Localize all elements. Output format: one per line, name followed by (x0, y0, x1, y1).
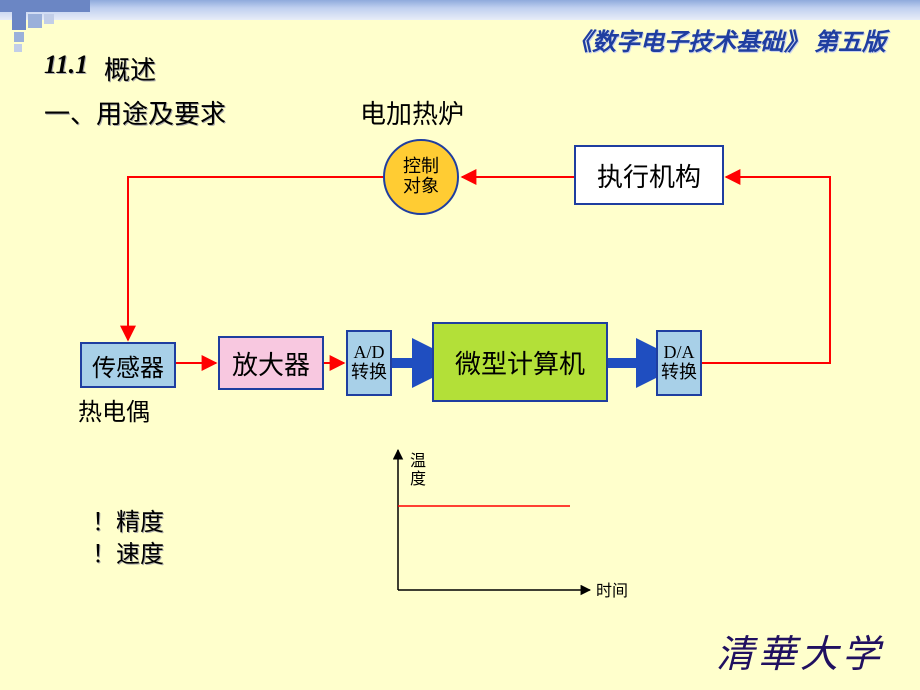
block-cpu: 微型计算机 (432, 322, 608, 402)
block-actuator: 执行机构 (574, 145, 724, 205)
block-dac: D/A 转换 (656, 330, 702, 396)
svg-text:时间: 时间 (596, 582, 628, 600)
wire-object-to-sensor (128, 177, 384, 340)
svg-text:度: 度 (410, 470, 426, 488)
svg-text:对象: 对象 (403, 176, 439, 196)
temperature-graph: 温 度 时间 (398, 450, 628, 600)
svg-text:温: 温 (410, 452, 426, 470)
block-amplifier: 放大器 (218, 336, 324, 390)
block-adc: A/D 转换 (346, 330, 392, 396)
block-sensor: 传感器 (80, 342, 176, 388)
svg-text:控制: 控制 (403, 156, 439, 176)
